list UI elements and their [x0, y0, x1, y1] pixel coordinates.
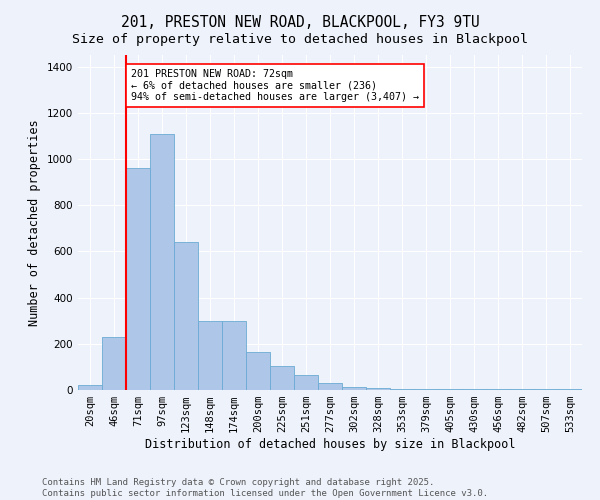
- Text: 201 PRESTON NEW ROAD: 72sqm
← 6% of detached houses are smaller (236)
94% of sem: 201 PRESTON NEW ROAD: 72sqm ← 6% of deta…: [131, 69, 419, 102]
- Bar: [246, 352, 270, 390]
- Bar: [222, 320, 246, 390]
- Bar: [174, 242, 198, 390]
- Bar: [342, 386, 366, 390]
- Bar: [390, 389, 414, 390]
- Bar: [318, 383, 342, 390]
- Bar: [198, 320, 222, 390]
- Bar: [102, 337, 126, 390]
- Text: Contains HM Land Registry data © Crown copyright and database right 2025.
Contai: Contains HM Land Registry data © Crown c…: [42, 478, 488, 498]
- Bar: [366, 388, 390, 390]
- Text: 201, PRESTON NEW ROAD, BLACKPOOL, FY3 9TU: 201, PRESTON NEW ROAD, BLACKPOOL, FY3 9T…: [121, 15, 479, 30]
- X-axis label: Distribution of detached houses by size in Blackpool: Distribution of detached houses by size …: [145, 438, 515, 451]
- Bar: [150, 134, 174, 390]
- Bar: [126, 168, 150, 390]
- Text: Size of property relative to detached houses in Blackpool: Size of property relative to detached ho…: [72, 32, 528, 46]
- Bar: [414, 389, 438, 390]
- Bar: [270, 366, 294, 390]
- Bar: [438, 389, 462, 390]
- Bar: [486, 389, 510, 390]
- Bar: [294, 375, 318, 390]
- Y-axis label: Number of detached properties: Number of detached properties: [28, 119, 41, 326]
- Bar: [462, 389, 486, 390]
- Bar: [78, 386, 102, 390]
